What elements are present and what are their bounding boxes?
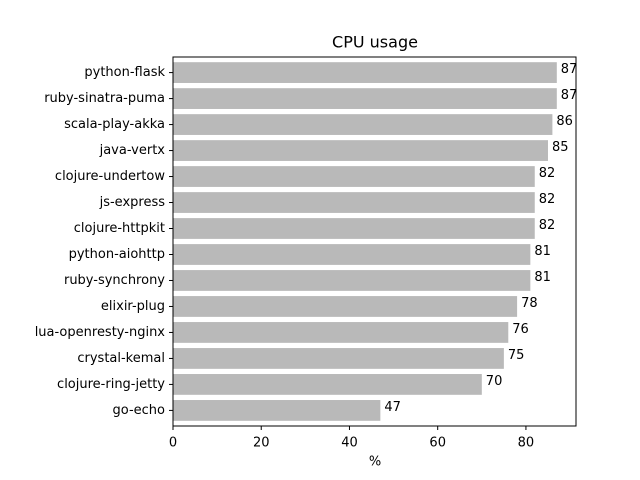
bar	[173, 322, 509, 343]
data-label: 76	[512, 322, 529, 337]
bar	[173, 400, 381, 421]
y-tick-label: clojure-httpkit	[74, 221, 165, 236]
bar	[173, 296, 518, 317]
bar	[173, 192, 535, 213]
y-tick-label: crystal-kemal	[77, 351, 165, 366]
bar	[173, 114, 553, 135]
y-tick-label: clojure-undertow	[55, 169, 165, 184]
data-label: 82	[539, 218, 556, 233]
y-tick-label: scala-play-akka	[64, 117, 165, 132]
y-tick-label: ruby-sinatra-puma	[44, 91, 165, 106]
x-tick-label: 40	[341, 436, 358, 451]
bar	[173, 348, 504, 369]
data-label: 86	[556, 114, 573, 129]
bar	[173, 140, 548, 161]
plot-frame	[172, 56, 577, 427]
y-tick-label: python-flask	[84, 65, 165, 80]
bar	[173, 218, 535, 239]
x-tick-label: 60	[429, 436, 446, 451]
bar	[173, 244, 531, 265]
bar	[173, 374, 482, 395]
x-tick-label: 20	[253, 436, 270, 451]
data-label: 47	[384, 400, 401, 415]
bar	[173, 62, 557, 83]
bar	[173, 166, 535, 187]
bar	[173, 88, 557, 109]
data-label: 87	[561, 62, 578, 77]
data-label: 85	[552, 140, 569, 155]
y-tick-label: lua-openresty-nginx	[35, 325, 166, 340]
data-label: 75	[508, 348, 525, 363]
x-axis-label: %	[369, 455, 381, 470]
data-label: 70	[486, 374, 503, 389]
y-tick-label: python-aiohttp	[69, 247, 165, 262]
data-label: 78	[521, 296, 538, 311]
x-tick-label: 0	[169, 436, 177, 451]
chart-title: CPU usage	[332, 33, 418, 52]
data-label: 82	[539, 166, 556, 181]
bar	[173, 270, 531, 291]
y-tick-label: clojure-ring-jetty	[57, 377, 165, 392]
y-tick-label: elixir-plug	[101, 299, 165, 314]
data-label: 81	[534, 270, 551, 285]
y-tick-label: go-echo	[113, 403, 166, 418]
y-tick-label: java-vertx	[99, 143, 166, 158]
y-tick-label: ruby-synchrony	[64, 273, 165, 288]
x-tick-label: 80	[518, 436, 535, 451]
data-label: 81	[534, 244, 551, 259]
data-label: 87	[561, 88, 578, 103]
y-tick-label: js-express	[99, 195, 166, 210]
data-label: 82	[539, 192, 556, 207]
